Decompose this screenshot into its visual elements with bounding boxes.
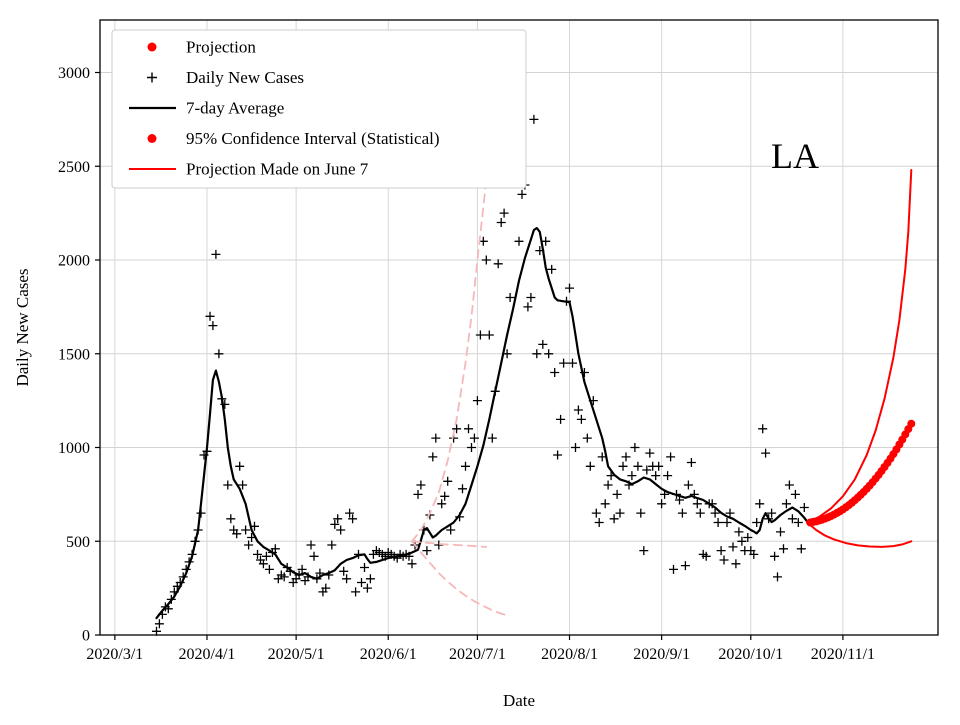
legend-entry-3: 95% Confidence Interval (Statistical) [147, 129, 440, 148]
axes: 2020/3/1 2020/4/1 2020/5/1 2020/6/1 2020/7/1… [58, 65, 875, 663]
gridlines [100, 20, 938, 636]
legend: Projection Daily New Cases 7-day Average 95… [111, 29, 527, 189]
series-7-day-average [155, 227, 809, 620]
series-95-ci-upper [806, 169, 913, 524]
legend-box [111, 29, 527, 189]
x-tick-label: 2020/7/1 [449, 646, 506, 663]
legend-label: 95% Confidence Interval (Statistical) [186, 129, 440, 148]
legend-label: Daily New Cases [186, 68, 304, 87]
x-tick-label: 2020/9/1 [633, 646, 690, 663]
y-tick-label: 2000 [58, 253, 90, 270]
series-daily-new-cases [152, 114, 809, 636]
red-dot-marker-icon [147, 42, 157, 52]
legend-entry-2: 7-day Average [129, 99, 284, 118]
series-group [152, 114, 916, 636]
legend-entry-4: Projection Made on June 7 [129, 160, 369, 179]
legend-label: 7-day Average [186, 99, 284, 118]
region-annotation: LA [771, 136, 819, 176]
legend-label: Projection [186, 38, 256, 57]
x-tick-label: 2020/6/1 [360, 646, 417, 663]
legend-label: Projection Made on June 7 [186, 160, 369, 179]
x-axis-label: Date [503, 691, 535, 710]
plus-marker-icon [147, 72, 157, 83]
y-tick-label: 500 [66, 534, 90, 551]
x-tick-label: 2020/11/1 [811, 646, 875, 663]
x-tick-label: 2020/10/1 [718, 646, 783, 663]
x-tick-label: 2020/4/1 [179, 646, 236, 663]
y-tick-label: 1000 [58, 440, 90, 457]
red-dot-marker-icon [147, 134, 157, 143]
series-projection [806, 419, 916, 527]
series-june-7-projection-median [411, 540, 488, 548]
x-tick-label: 2020/3/1 [86, 646, 143, 663]
series-95-ci-lower [806, 521, 913, 548]
y-tick-label: 2500 [58, 159, 90, 176]
y-tick-label: 3000 [58, 65, 90, 82]
y-tick-label: 1500 [58, 346, 90, 363]
series-june-7-projection-upper-ci [411, 165, 491, 543]
legend-entry-0: Projection [147, 38, 256, 57]
series-june-7-projection-lower-ci [411, 540, 509, 617]
legend-entry-1: Daily New Cases [147, 68, 304, 87]
x-tick-label: 2020/8/1 [541, 646, 598, 663]
y-axis-label: Daily New Cases [13, 268, 32, 386]
x-tick-label: 2020/5/1 [268, 646, 325, 663]
y-tick-label: 0 [82, 628, 90, 645]
plot-border [99, 19, 939, 636]
